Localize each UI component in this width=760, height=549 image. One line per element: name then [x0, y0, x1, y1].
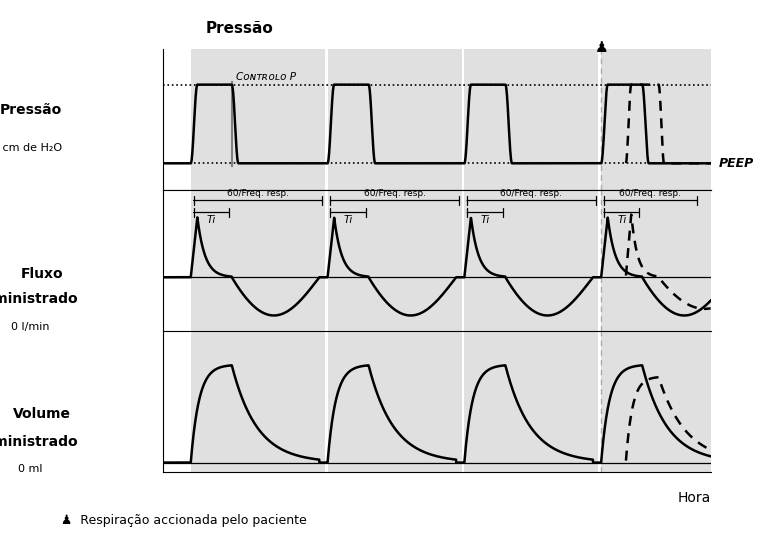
Bar [464, 49, 598, 191]
Text: 60/Freq. resp.: 60/Freq. resp. [226, 189, 289, 198]
Bar [601, 191, 711, 331]
Text: Hora: Hora [677, 491, 711, 506]
Text: Pressão: Pressão [205, 21, 274, 36]
Text: 60/Freq. resp.: 60/Freq. resp. [500, 189, 562, 198]
Bar [328, 331, 461, 472]
Text: Ti: Ti [207, 215, 216, 225]
Text: ♟  Respiração accionada pelo paciente: ♟ Respiração accionada pelo paciente [61, 514, 306, 527]
Text: 0 ml: 0 ml [18, 464, 43, 474]
Bar [464, 331, 598, 472]
Text: Cᴏɴᴛʀᴏʟᴏ P: Cᴏɴᴛʀᴏʟᴏ P [236, 72, 296, 82]
Text: administrado: administrado [0, 292, 78, 306]
Bar [191, 49, 325, 191]
Text: ♟: ♟ [594, 40, 608, 55]
Text: Ti: Ti [480, 215, 489, 225]
Text: Ti: Ti [344, 215, 353, 225]
Text: Volume: Volume [13, 407, 71, 422]
Bar [601, 49, 711, 191]
Bar [191, 331, 325, 472]
Bar [601, 331, 711, 472]
Text: 60/Freq. resp.: 60/Freq. resp. [619, 189, 682, 198]
Text: Pressão: Pressão [0, 103, 62, 117]
Text: Ti: Ti [617, 215, 626, 225]
Bar [328, 191, 461, 331]
Text: administrado: administrado [0, 435, 78, 449]
Text: Fluxo: Fluxo [21, 267, 63, 282]
Text: 60/Freq. resp.: 60/Freq. resp. [363, 189, 426, 198]
Text: 0 cm de H₂O: 0 cm de H₂O [0, 143, 62, 153]
Text: PEEP: PEEP [719, 157, 754, 170]
Bar [191, 191, 325, 331]
Bar [328, 49, 461, 191]
Text: 0 l/min: 0 l/min [11, 322, 49, 332]
Bar [464, 191, 598, 331]
